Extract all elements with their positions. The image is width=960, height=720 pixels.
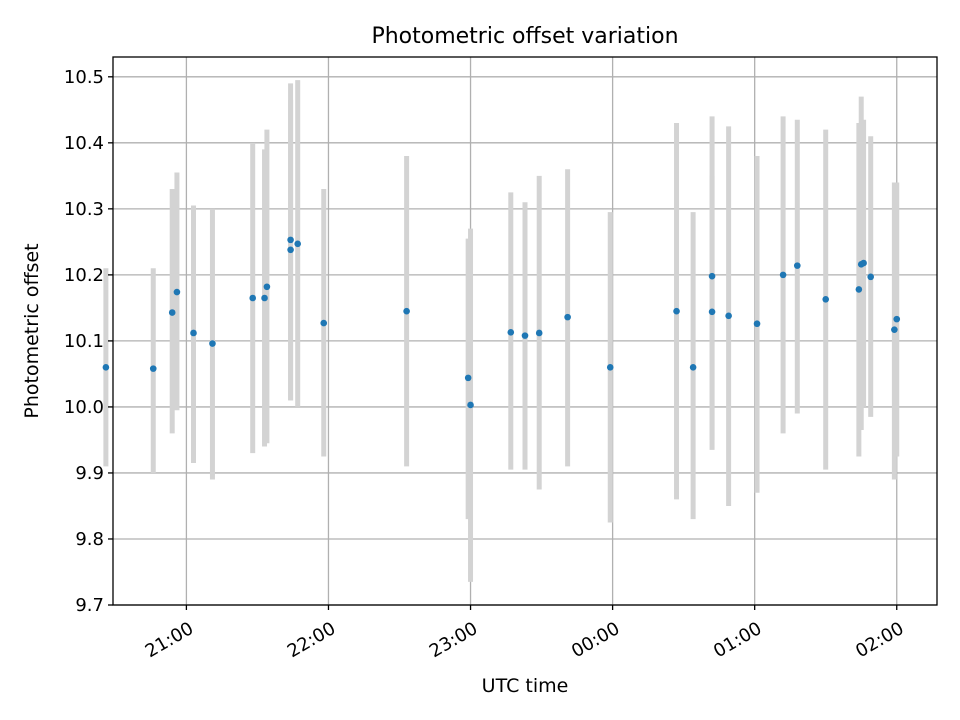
data-point [209,340,216,347]
data-point [294,240,301,248]
data-point [173,288,181,296]
data-point [860,259,867,267]
y-tick-label: 10.1 [64,331,104,352]
y-tick-label: 10.0 [64,397,104,418]
data-point [320,319,328,327]
y-tick-label: 9.8 [75,529,104,550]
y-tick-label: 9.9 [75,463,104,484]
data-point [521,332,529,339]
data-point [403,307,410,315]
data-point [168,309,176,316]
data-point [507,329,515,336]
data-point [779,271,787,279]
data-point [891,326,898,333]
data-point [893,315,901,323]
data-point [261,294,268,302]
data-point [249,294,257,302]
data-point [467,401,474,409]
data-point [708,272,716,280]
data-point [287,236,294,244]
data-point [689,364,697,371]
data-point [867,273,875,281]
data-point [535,329,543,337]
data-point [564,313,571,321]
data-point [793,262,801,269]
data-points [102,236,901,409]
x-axis-label: UTC time [482,675,569,697]
data-point [708,308,716,316]
data-point [464,374,472,382]
y-tick-label: 10.2 [64,265,104,286]
data-point [673,307,680,315]
data-point [287,246,294,254]
data-point [606,364,614,371]
data-point [855,286,863,293]
data-point [190,329,197,337]
y-axis-label: Photometric offset [21,243,43,418]
data-point [753,320,761,328]
plot-frame [112,56,938,606]
data-point [102,364,110,371]
chart-title: Photometric offset variation [371,24,678,49]
data-point [725,312,732,320]
y-tick-label: 10.4 [64,133,104,154]
y-tick-label: 9.7 [75,595,104,616]
data-point [149,365,157,372]
data-point [822,296,830,303]
y-axis-ticks: 9.7 9.8 9.9 10.0 10.1 10.2 10.3 10.4 10.5 [64,67,113,616]
y-tick-label: 10.5 [64,67,104,88]
data-point [263,283,271,291]
y-tick-label: 10.3 [64,199,104,220]
